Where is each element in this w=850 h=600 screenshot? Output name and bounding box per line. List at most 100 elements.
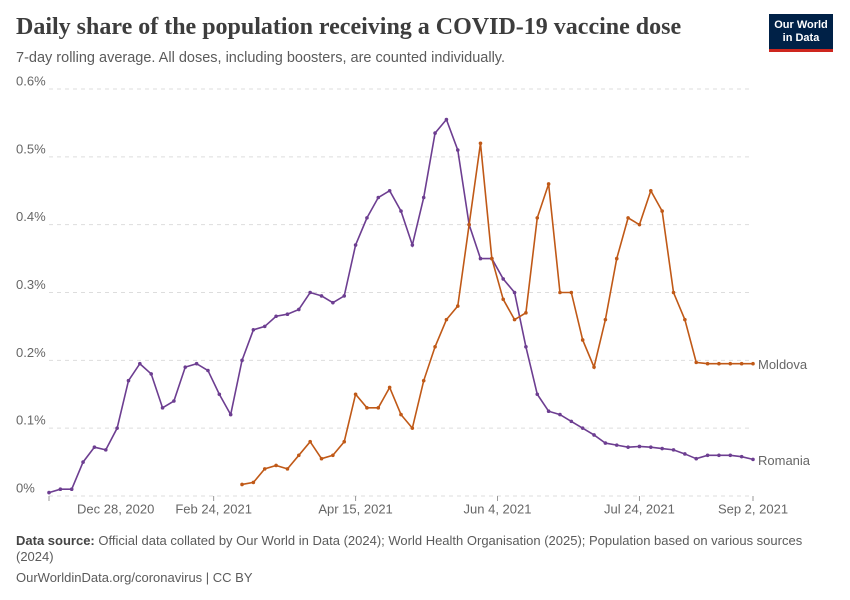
data-point [512,317,517,322]
data-point [637,222,642,227]
data-point [728,361,733,366]
footer: OurWorldinData.org/coronavirus | CC BY [16,570,253,585]
data-point [376,406,381,410]
data-point [274,314,278,319]
data-point [251,328,256,332]
data-point [319,294,324,298]
data-point [455,148,460,152]
data-point [739,454,744,459]
data-point [331,453,335,458]
data-point [103,448,108,452]
data-point [194,361,199,366]
data-point [387,188,392,193]
data-point [626,216,630,220]
y-tick-label: 0.6% [16,73,46,88]
data-point [660,209,664,213]
data-point [410,243,415,247]
data-point [331,300,335,305]
data-point [444,317,449,322]
data-point [262,324,267,329]
data-point [614,443,619,447]
data-point [149,372,153,376]
data-point [240,482,244,487]
data-point [580,426,585,430]
data-point [501,297,505,302]
data-point [705,453,710,458]
y-tick-label: 0.1% [16,413,46,428]
y-tick-label: 0.3% [16,277,46,292]
data-point [739,361,744,366]
data-point [228,412,233,417]
data-point [569,290,574,295]
data-point [183,365,188,369]
data-point [69,487,74,492]
data-point [467,222,471,227]
logo[interactable]: Our World in Data [769,14,833,52]
y-tick-label: 0.4% [16,209,46,224]
data-point [717,361,721,366]
source-text: Official data collated by Our World in D… [16,533,803,564]
data-point [319,456,324,461]
data-point [671,290,676,295]
data-point [649,445,653,449]
data-point [592,365,596,369]
data-point [558,290,562,295]
data-point [160,406,165,410]
data-point [694,360,699,365]
data-point [751,361,755,366]
data-point [603,441,608,445]
data-point [399,209,403,213]
x-tick-label: Dec 28, 2020 [77,501,154,516]
data-point [524,311,528,315]
data-point [569,419,574,424]
data-point [126,378,131,383]
data-point [251,480,256,485]
series-label: Romania [758,453,811,468]
data-point [603,317,608,322]
data-point [308,439,312,444]
data-point [58,487,63,492]
chart: 0% 0.1% 0.2% 0.3% 0.4% 0.5% 0.6% Dec 28, 2020 Fe… [16,73,811,516]
chart-title: Daily share of the population receiving … [16,14,682,40]
x-tick-label: Jun 4, 2021 [464,501,532,516]
data-point [308,290,312,295]
data-point [546,409,551,414]
data-point [47,490,51,495]
data-point [353,392,358,397]
data-point [421,378,426,383]
source-label: Data source: [16,533,95,548]
data-point [81,460,85,464]
y-tick-label: 0.5% [16,141,46,156]
data-point [115,426,119,430]
data-point [490,256,494,261]
data-point [558,412,562,417]
data-point [444,117,449,122]
data-point [365,216,369,220]
data-point [285,467,290,471]
data-point [353,243,358,247]
series-label: Moldova [758,357,808,372]
data-point [501,277,505,281]
data-point [512,290,517,295]
x-tick-label: Feb 24, 2021 [175,501,252,516]
data-point [478,141,483,146]
data-point [705,361,710,366]
logo-line: Our World [774,19,828,31]
data-point [92,445,97,449]
data-point [433,131,437,135]
data-point [671,448,676,452]
data-point [138,361,142,366]
data-point [728,453,733,458]
logo-line: in Data [782,32,820,44]
data-point [524,344,528,349]
data-point [626,445,630,449]
chart-subtitle: 7-day rolling average. All doses, includ… [16,50,505,66]
data-point [342,294,347,298]
data-point [206,368,210,373]
x-tick-label: Jul 24, 2021 [604,501,675,516]
data-point [683,317,687,322]
data-point [376,195,381,200]
data-point [262,467,267,471]
data-point [637,444,642,449]
